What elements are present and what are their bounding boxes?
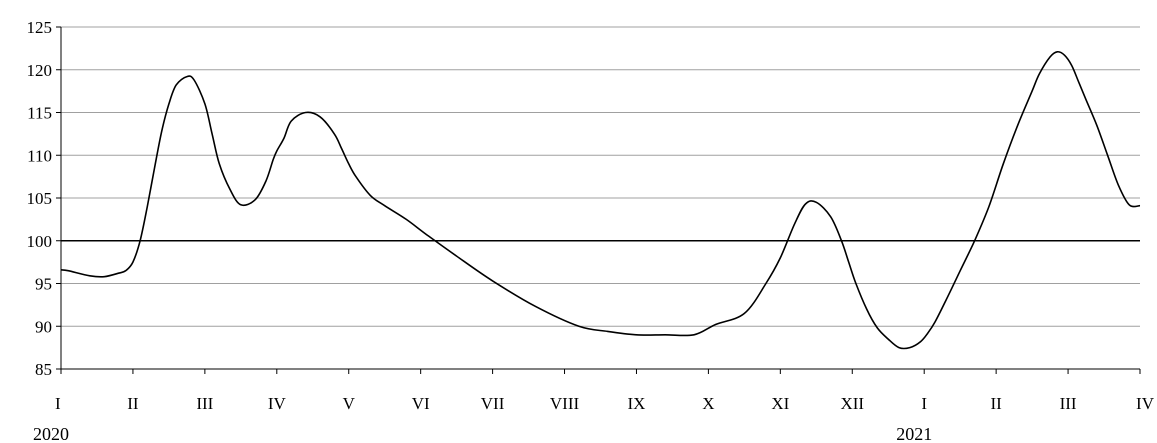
x-tick-label: XII [840,394,864,413]
y-tick-label: 90 [35,317,52,336]
x-tick-label: I [55,394,61,413]
x-tick-label: X [702,394,714,413]
axes [56,26,1141,374]
y-tick-label: 120 [27,61,53,80]
x-tick-label: VIII [550,394,580,413]
x-tick-label: II [990,394,1002,413]
gridlines [61,26,1140,327]
x-tick-label: II [127,394,139,413]
x-tick-labels: I II III IV V VI VII VIII IX X XI XII I II III IV [55,394,1155,413]
x-tick-label: III [196,394,213,413]
y-tick-label: 100 [27,232,53,251]
y-tick-label: 95 [35,275,52,294]
x-tick-label: IV [268,394,287,413]
x-tick-label: IX [627,394,645,413]
series-line [60,50,1141,350]
x-tick-label: IV [1136,394,1155,413]
y-tick-labels: 85 90 95 100 105 110 115 120 125 [27,18,53,379]
y-tick-label: 125 [27,18,53,37]
x-tick-label: V [343,394,356,413]
y-tick-label: 85 [35,360,52,379]
series-group [60,50,1141,350]
x-tick-label: XI [771,394,789,413]
year-labels: 2020 2021 [33,424,932,443]
year-label: 2021 [896,424,932,443]
y-tick-label: 110 [27,146,52,165]
x-tick-label: I [921,394,927,413]
year-label: 2020 [33,424,69,443]
x-tick-label: III [1060,394,1077,413]
y-tick-label: 115 [27,104,52,123]
x-tick-label: VI [412,394,430,413]
x-tick-label: VII [481,394,505,413]
y-tick-label: 105 [27,189,53,208]
